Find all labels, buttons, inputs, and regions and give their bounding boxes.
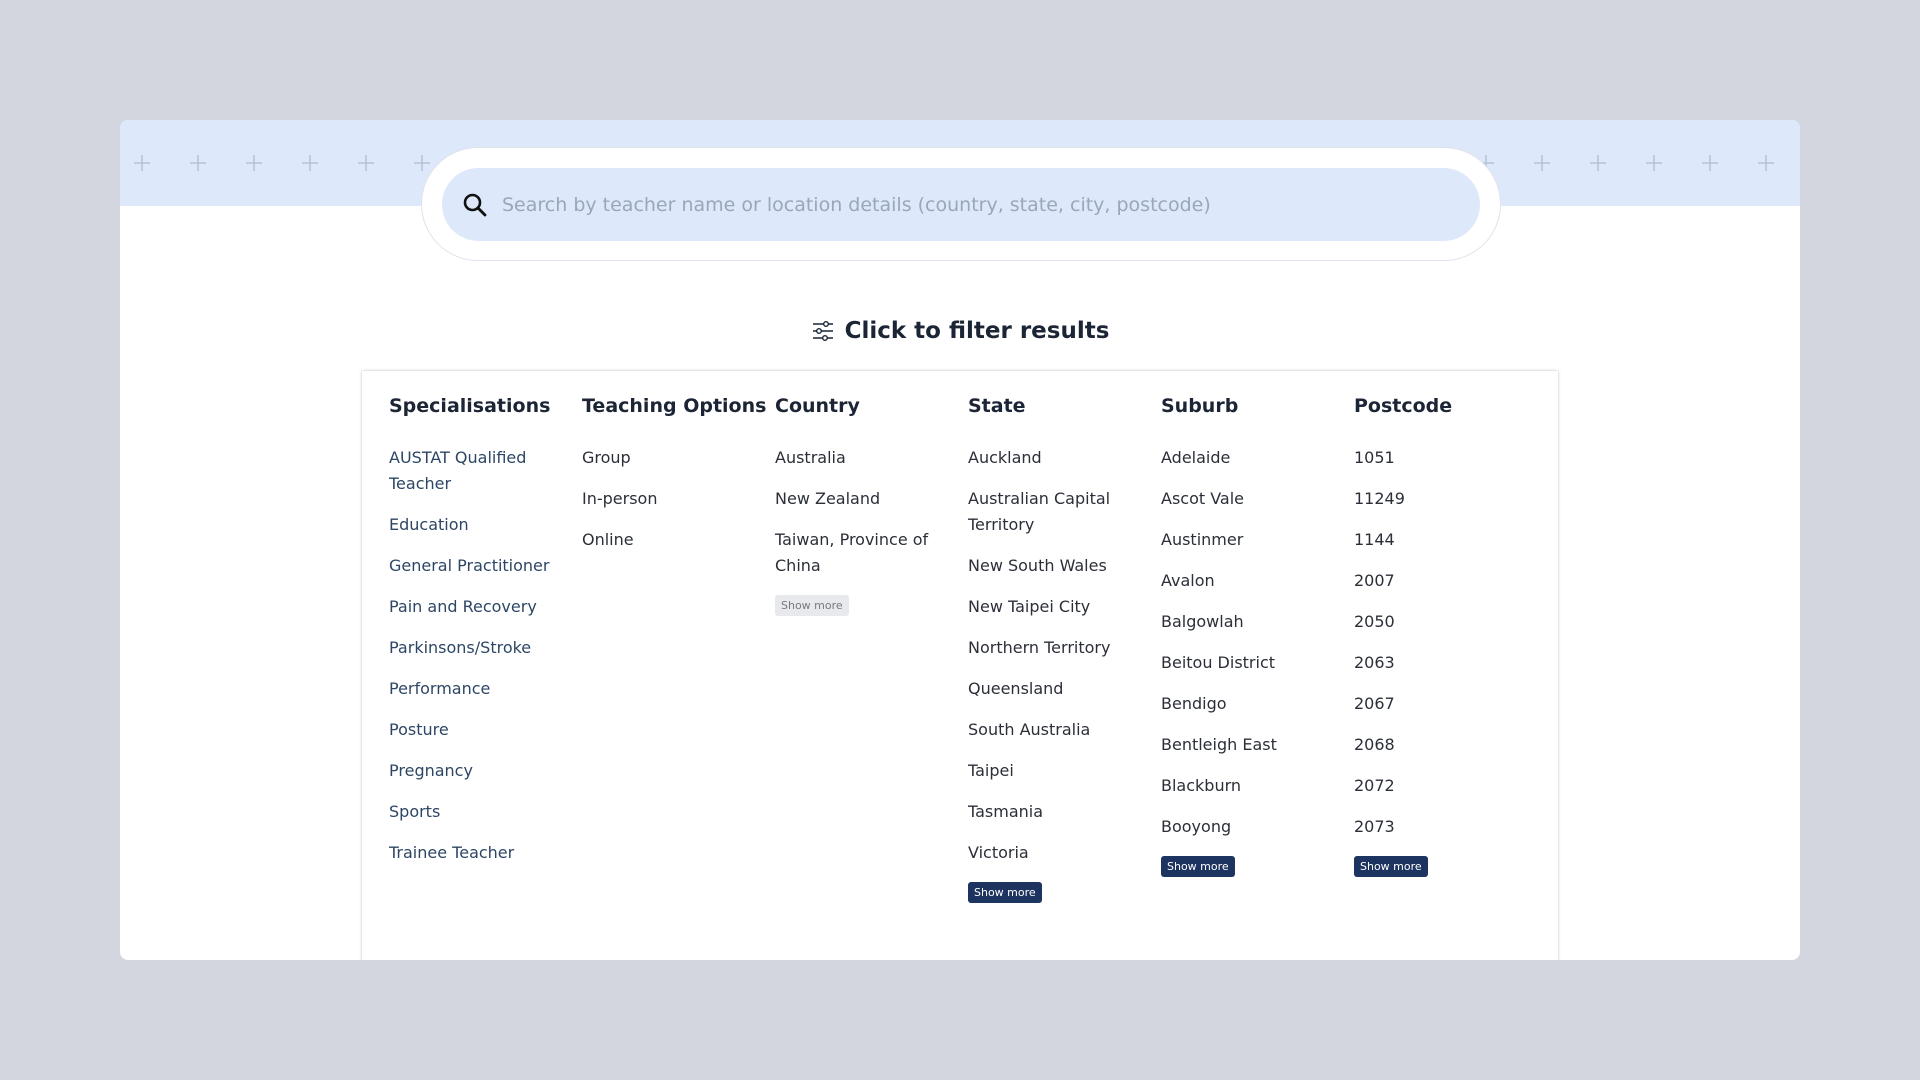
show-more-button[interactable]: Show more — [1161, 856, 1235, 877]
filter-option[interactable]: Blackburn — [1161, 776, 1242, 795]
filter-option[interactable]: Bendigo — [1161, 694, 1227, 713]
filter-option[interactable]: New Zealand — [775, 489, 881, 508]
filter-option[interactable]: 11249 — [1354, 489, 1405, 508]
column-title: State — [968, 395, 1026, 417]
filter-option[interactable]: 2072 — [1354, 776, 1395, 795]
filter-toggle[interactable]: Click to filter results — [120, 318, 1800, 344]
filter-option[interactable]: Performance — [389, 679, 491, 698]
search-input[interactable]: Search by teacher name or location detai… — [442, 168, 1480, 241]
filter-title: Click to filter results — [844, 318, 1110, 344]
filter-option[interactable]: 2050 — [1354, 612, 1395, 631]
filter-option[interactable]: 2007 — [1354, 571, 1395, 590]
filter-option[interactable]: Education — [389, 515, 469, 534]
search-icon — [463, 193, 487, 216]
filter-option[interactable]: 2067 — [1354, 694, 1395, 713]
column-title: Suburb — [1161, 395, 1239, 417]
filter-option[interactable]: Australian Capital Territory — [968, 489, 1111, 534]
filter-option[interactable]: Posture — [389, 720, 449, 739]
filter-option[interactable]: Tasmania — [968, 802, 1044, 821]
column-title: Teaching Options — [582, 395, 767, 417]
filter-option[interactable]: Group — [582, 448, 631, 467]
filter-option[interactable]: Queensland — [968, 679, 1064, 698]
card: Search by teacher name or location detai… — [120, 120, 1800, 960]
filter-option[interactable]: Auckland — [968, 448, 1042, 467]
filter-option[interactable]: General Practitioner — [389, 556, 550, 575]
filter-option[interactable]: Balgowlah — [1161, 612, 1244, 631]
filter-option[interactable]: Parkinsons/Stroke — [389, 638, 532, 657]
filter-option[interactable]: New South Wales — [968, 556, 1107, 575]
filter-option[interactable]: Ascot Vale — [1161, 489, 1245, 508]
filter-option[interactable]: Victoria — [968, 843, 1029, 862]
filter-column: Suburb Adelaide Ascot Vale Austinmer Avalon B… — [1161, 371, 1354, 960]
column-title: Country — [775, 395, 860, 417]
filter-option[interactable]: 2063 — [1354, 653, 1395, 672]
filter-option[interactable]: In-person — [582, 489, 658, 508]
search-wrapper: Search by teacher name or location detai… — [421, 147, 1501, 261]
filter-column: Specialisations AUSTAT Qualified Teacher E… — [389, 371, 582, 960]
filter-option[interactable]: South Australia — [968, 720, 1091, 739]
filter-option[interactable]: Northern Territory — [968, 638, 1111, 657]
filter-column: Country Australia New Zealand Taiwan, Provi… — [775, 371, 968, 960]
filter-option[interactable]: Booyong — [1161, 817, 1232, 836]
filter-column: State Auckland Australian Capital Territor… — [968, 371, 1161, 960]
filter-option[interactable]: Bentleigh East — [1161, 735, 1277, 754]
filter-column: Teaching Options Group In-person Online — [582, 371, 775, 960]
filter-option[interactable]: 1144 — [1354, 530, 1395, 549]
filter-option[interactable]: Sports — [389, 802, 441, 821]
column-title: Specialisations — [389, 395, 551, 417]
column-title: Postcode — [1354, 395, 1453, 417]
filter-option[interactable]: Trainee Teacher — [389, 843, 515, 862]
filter-option[interactable]: AUSTAT Qualified Teacher — [389, 448, 527, 493]
show-more-button[interactable]: Show more — [775, 595, 849, 616]
filter-option[interactable]: 1051 — [1354, 448, 1395, 467]
filter-option[interactable]: Online — [582, 530, 634, 549]
filter-option[interactable]: Taiwan, Province of China — [775, 530, 929, 575]
search-placeholder: Search by teacher name or location detai… — [502, 193, 1211, 216]
filter-option[interactable]: 2068 — [1354, 735, 1395, 754]
filter-option[interactable]: Adelaide — [1161, 448, 1231, 467]
show-more-button[interactable]: Show more — [1354, 856, 1428, 877]
filter-option[interactable]: Taipei — [968, 761, 1014, 780]
show-more-button[interactable]: Show more — [968, 882, 1042, 903]
filter-option[interactable]: Austinmer — [1161, 530, 1244, 549]
filter-column: Postcode 1051 11249 1144 2007 2050 2063 2067 206… — [1354, 371, 1547, 960]
filter-option[interactable]: Beitou District — [1161, 653, 1276, 672]
filter-option[interactable]: New Taipei City — [968, 597, 1091, 616]
filter-option[interactable]: Pain and Recovery — [389, 597, 537, 616]
filter-option[interactable]: Australia — [775, 448, 846, 467]
filter-option[interactable]: 2073 — [1354, 817, 1395, 836]
filter-panel: Specialisations AUSTAT Qualified Teacher E… — [362, 371, 1558, 960]
filter-option[interactable]: Pregnancy — [389, 761, 473, 780]
filter-option[interactable]: Avalon — [1161, 571, 1215, 590]
filter-icon — [812, 321, 833, 342]
